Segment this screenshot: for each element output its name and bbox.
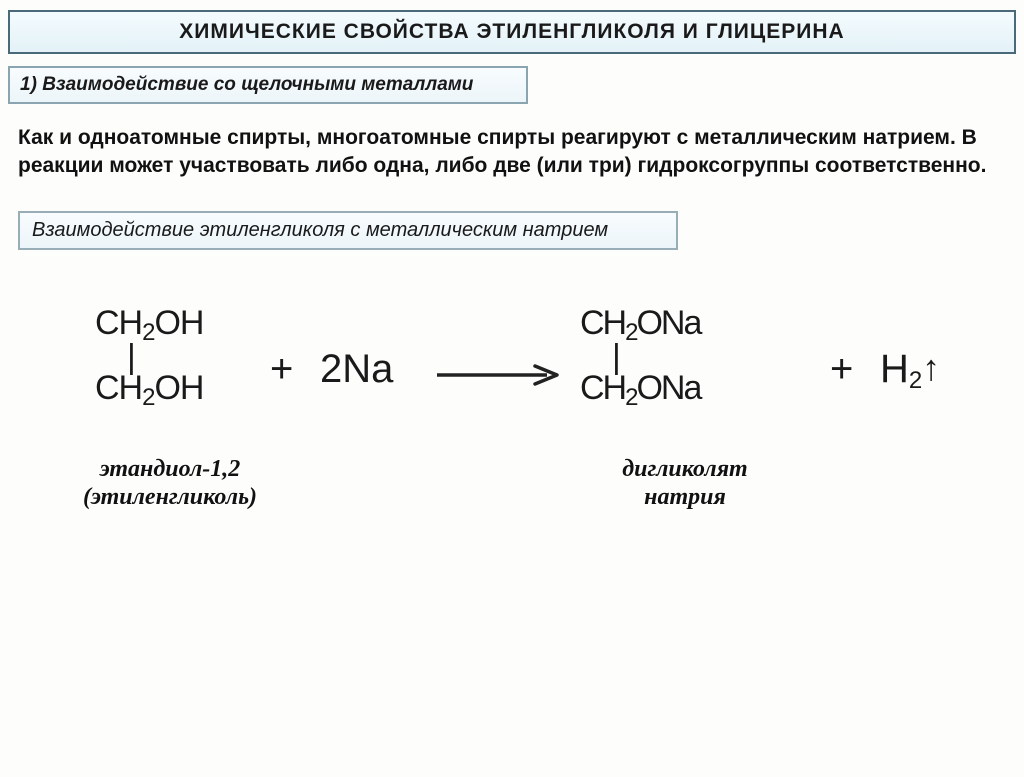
subscript: 2 [142, 384, 154, 411]
section-title-bar: 1) Взаимодействие со щелочными металлами [8, 66, 528, 104]
formula-line: CH2ONa [580, 370, 700, 411]
body-paragraph: Как и одноатомные спирты, многоатомные с… [18, 124, 1006, 181]
plus-sign: + [830, 347, 853, 392]
label-product: дигликолят натрия [595, 455, 775, 513]
atom-text: CH [95, 304, 142, 342]
label-line: (этиленгликоль) [55, 483, 285, 512]
atom-text: ONa [636, 369, 700, 407]
label-line: этандиол-1,2 [55, 455, 285, 484]
formula-line: CH2OH [95, 370, 203, 411]
reaction-title-bar: Взаимодействие этиленгликоля с металличе… [18, 211, 678, 250]
reagent-sodium: 2Na [320, 347, 393, 392]
atom-text: OH [154, 304, 203, 342]
product-sodium-diglycolate: CH2ONa | CH2ONa [580, 305, 700, 412]
product-hydrogen: H2↑ [880, 347, 940, 395]
reaction-arrow [435, 363, 560, 392]
section-number: 1) [20, 74, 37, 95]
section-title-text: Взаимодействие со щелочными металлами [42, 74, 473, 95]
label-reactant: этандиол-1,2 (этиленгликоль) [55, 455, 285, 513]
coefficient: 2 [320, 347, 342, 391]
bond-vertical: | [612, 346, 700, 370]
bond-vertical: | [127, 346, 203, 370]
atom-text: H [880, 347, 909, 391]
atom-text: CH [95, 369, 142, 407]
reactant-ethylene-glycol: CH2OH | CH2OH [95, 305, 203, 412]
subscript: 2 [625, 384, 636, 411]
formula-line: CH2OH [95, 305, 203, 346]
formula-line: CH2ONa [580, 305, 700, 346]
main-title: ХИМИЧЕСКИЕ СВОЙСТВА ЭТИЛЕНГЛИКОЛЯ И ГЛИЦ… [22, 20, 1002, 44]
atom-text: ONa [636, 304, 700, 342]
section-title: 1) Взаимодействие со щелочными металлами [20, 74, 473, 95]
label-line: натрия [595, 483, 775, 512]
plus-sign: + [270, 347, 293, 392]
atom-text: CH [580, 304, 625, 342]
atom-text: Na [342, 347, 393, 391]
subscript: 2 [142, 319, 154, 346]
subscript: 2 [909, 367, 922, 394]
subscript: 2 [625, 319, 636, 346]
atom-text: OH [154, 369, 203, 407]
label-line: дигликолят [595, 455, 775, 484]
gas-arrow-icon: ↑ [922, 347, 940, 388]
main-title-bar: ХИМИЧЕСКИЕ СВОЙСТВА ЭТИЛЕНГЛИКОЛЯ И ГЛИЦ… [8, 10, 1016, 54]
atom-text: CH [580, 369, 625, 407]
chemical-equation: CH2OH | CH2OH + 2Na CH2ONa | CH2ONa + H2… [0, 285, 1024, 615]
reaction-title: Взаимодействие этиленгликоля с металличе… [32, 219, 608, 241]
